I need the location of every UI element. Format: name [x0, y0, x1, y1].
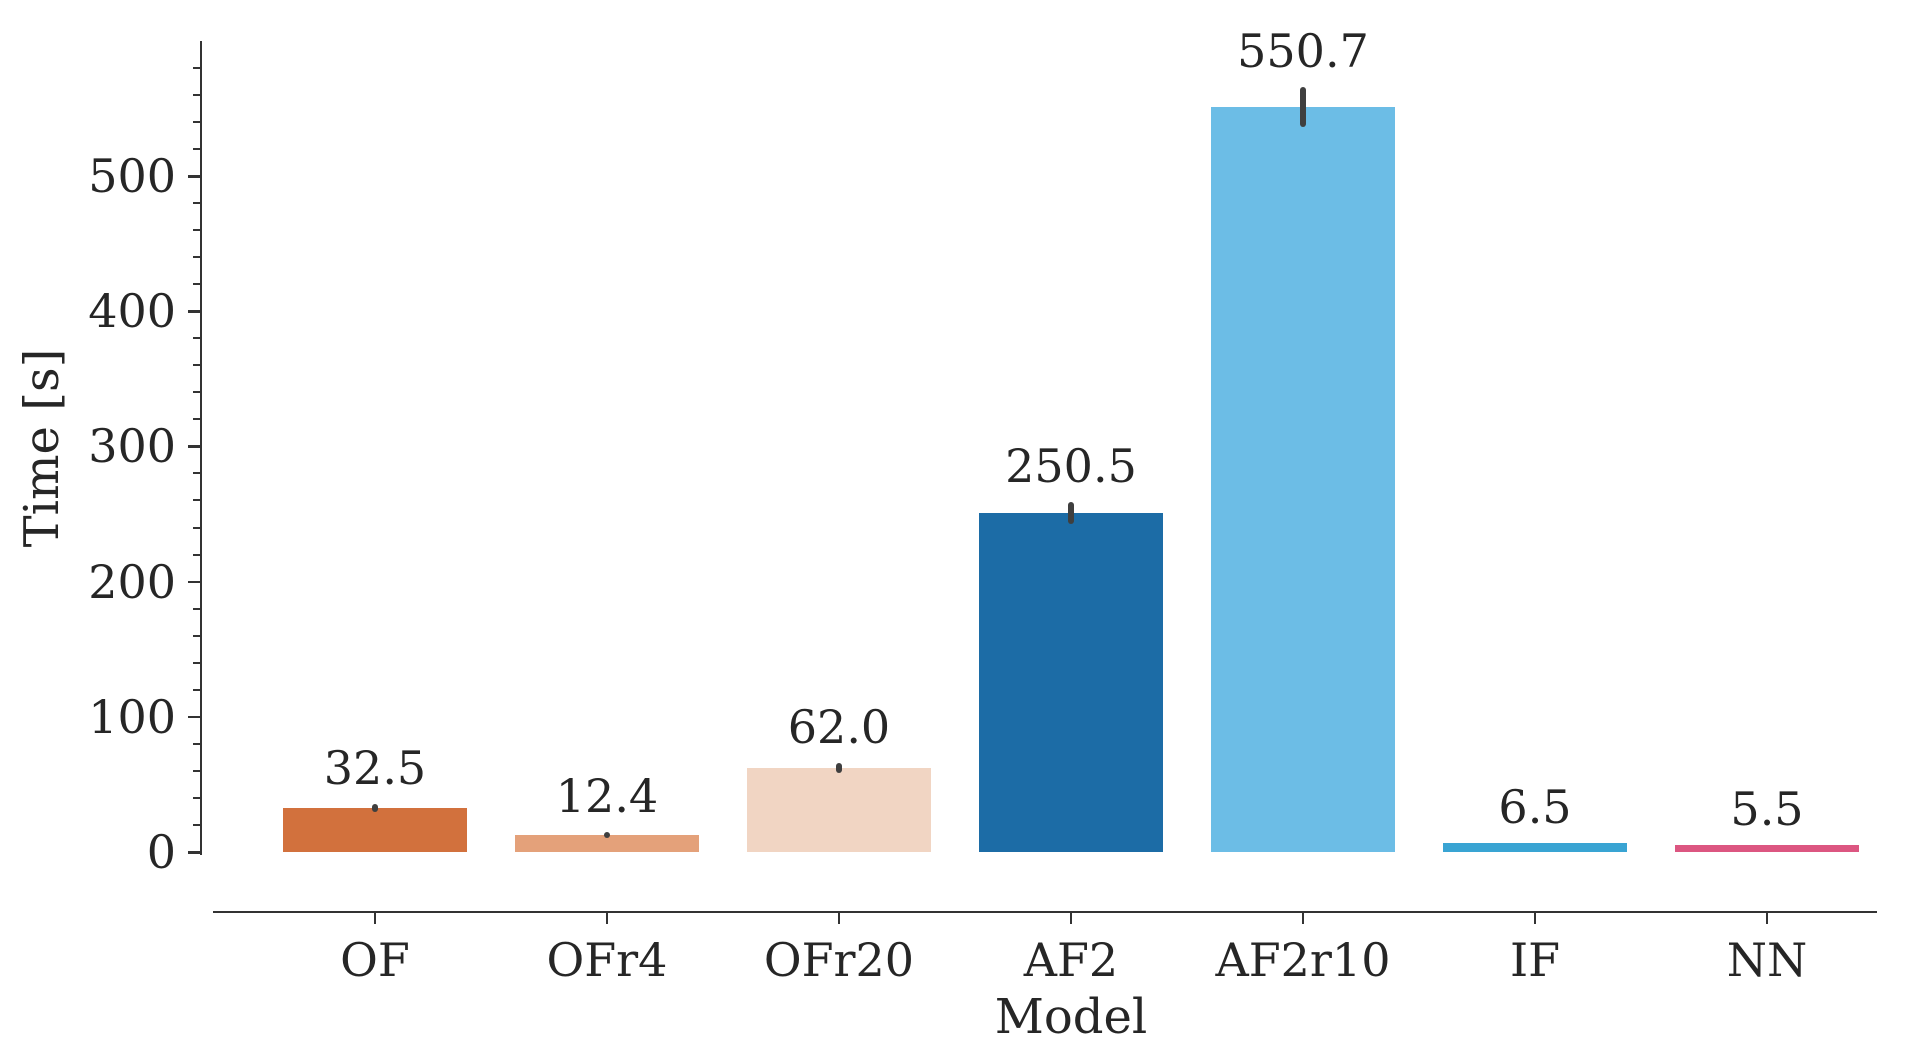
y-major-tick [188, 580, 200, 584]
error-bar-ofr4 [604, 832, 610, 838]
y-tick-label: 400 [88, 284, 176, 339]
y-major-tick [188, 851, 200, 854]
y-tick-label: 200 [88, 554, 176, 609]
bar-ofr20 [747, 768, 931, 852]
y-minor-tick [193, 93, 200, 96]
y-minor-tick [193, 499, 200, 502]
y-minor-tick [193, 823, 200, 826]
y-minor-tick [193, 147, 200, 150]
bar-value-label: 250.5 [1005, 439, 1137, 493]
y-minor-tick [193, 202, 200, 205]
x-tick-label-ofr20: OFr20 [763, 933, 915, 987]
y-minor-tick [193, 337, 200, 340]
x-tick-label-af2r10: AF2r10 [1215, 933, 1391, 987]
y-minor-tick [193, 607, 200, 610]
error-bar-ofr20 [836, 763, 842, 773]
y-minor-tick [193, 688, 200, 691]
y-tick-label: 100 [88, 689, 176, 744]
y-tick-label: 300 [88, 419, 176, 474]
x-tick [1534, 913, 1536, 924]
bar-ofr4 [515, 835, 699, 852]
y-minor-tick [193, 472, 200, 475]
y-minor-tick [193, 742, 200, 745]
y-tick-label: 0 [146, 825, 176, 879]
y-major-tick [188, 175, 200, 178]
bar-of [283, 808, 467, 852]
y-minor-tick [193, 526, 200, 529]
y-minor-tick [193, 229, 200, 232]
x-tick-label-af2: AF2 [1023, 933, 1119, 987]
y-minor-tick [193, 256, 200, 259]
error-bar-of [372, 804, 378, 812]
y-minor-tick [193, 661, 200, 664]
y-minor-tick [193, 418, 200, 421]
x-tick [1302, 913, 1304, 924]
bar-value-label: 5.5 [1730, 782, 1804, 836]
x-tick [838, 913, 840, 924]
bar-value-label: 62.0 [787, 700, 891, 754]
bar-if [1443, 843, 1627, 852]
y-major-tick [188, 715, 200, 719]
x-tick [1070, 913, 1072, 924]
bar-nn [1675, 845, 1859, 852]
bar-af2 [979, 513, 1163, 852]
bar-value-label: 550.7 [1237, 24, 1369, 78]
y-minor-tick [193, 796, 200, 799]
x-tick [1766, 913, 1768, 924]
y-minor-tick [193, 283, 200, 286]
x-tick-label-ofr4: OFr4 [546, 933, 668, 987]
y-major-tick [188, 445, 200, 448]
y-axis-spine [200, 41, 202, 855]
error-bar-af2r10 [1300, 87, 1306, 127]
x-axis-spine [213, 911, 1877, 913]
x-tick-label-of: OF [340, 933, 410, 987]
x-tick-label-nn: NN [1726, 933, 1808, 987]
y-minor-tick [193, 66, 200, 69]
x-tick [374, 913, 376, 924]
y-minor-tick [193, 364, 200, 367]
y-minor-tick [193, 391, 200, 394]
y-minor-tick [193, 553, 200, 556]
bar-value-label: 6.5 [1498, 780, 1572, 834]
bar-value-label: 12.4 [555, 769, 659, 823]
x-axis-label: Model [994, 989, 1148, 1045]
x-tick [606, 913, 608, 924]
y-minor-tick [193, 769, 200, 772]
y-minor-tick [193, 120, 200, 123]
x-tick-label-if: IF [1509, 933, 1561, 987]
y-minor-tick [193, 634, 200, 637]
y-axis-label: Time [s] [14, 348, 70, 548]
bar-af2r10 [1211, 107, 1395, 852]
error-bar-af2 [1068, 502, 1074, 524]
y-major-tick [188, 310, 200, 313]
y-tick-label: 500 [88, 149, 176, 203]
bar-value-label: 32.5 [323, 741, 427, 795]
